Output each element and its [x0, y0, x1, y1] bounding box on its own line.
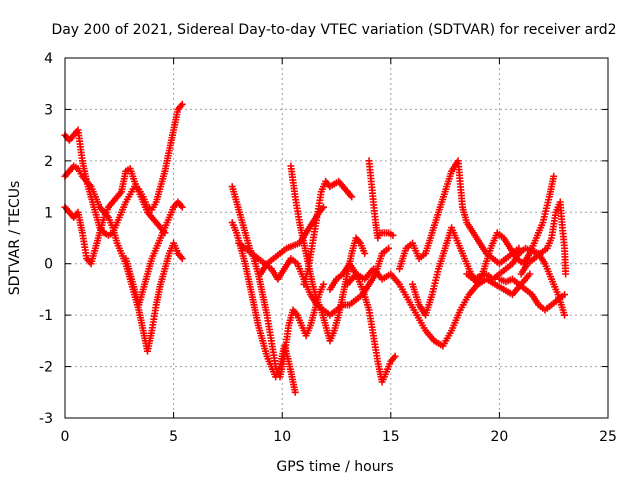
y-tick-label: 1	[44, 205, 53, 221]
data-point-plus	[385, 244, 393, 252]
data-point-plus	[550, 172, 558, 180]
data-point-plus	[291, 388, 299, 396]
data-point-plus	[562, 270, 570, 278]
grid-lines	[65, 58, 608, 418]
data-point-plus	[319, 280, 327, 288]
data-point-plus	[389, 231, 397, 239]
data-point-plus	[178, 100, 186, 108]
x-axis-label: GPS time / hours	[276, 459, 393, 475]
data-point-plus	[561, 291, 569, 299]
chart-title: Day 200 of 2021, Sidereal Day-to-day VTE…	[51, 22, 616, 38]
x-tick-label: 25	[599, 429, 617, 445]
data-point-plus	[561, 311, 569, 319]
plot-frame	[64, 57, 609, 419]
y-tick-label: 0	[44, 257, 53, 273]
y-tick-label: -2	[39, 360, 53, 376]
data-point-plus	[391, 352, 399, 360]
y-tick-label: -3	[39, 411, 53, 427]
y-tick-label: 4	[44, 51, 53, 67]
x-tick-label: 5	[169, 429, 178, 445]
data-point-plus	[178, 255, 186, 263]
data-points	[61, 100, 570, 396]
x-tick-label: 20	[490, 429, 508, 445]
data-point-plus	[319, 203, 327, 211]
y-tick-label: -1	[39, 308, 53, 324]
tick-labels: 0 5 10 15 20 25 -3 -2 -1 0 1 2 3 4	[39, 51, 617, 445]
y-tick-label: 3	[44, 102, 53, 118]
data-point-plus	[348, 193, 356, 201]
data-point-plus	[361, 249, 369, 257]
x-tick-label: 0	[61, 429, 70, 445]
axis-ticks	[64, 57, 609, 419]
y-axis-label: SDTVAR / TECUs	[7, 181, 23, 296]
x-tick-label: 15	[382, 429, 400, 445]
data-point-plus	[526, 270, 534, 278]
y-tick-label: 2	[44, 154, 53, 170]
data-point-plus	[178, 203, 186, 211]
x-tick-label: 10	[273, 429, 291, 445]
